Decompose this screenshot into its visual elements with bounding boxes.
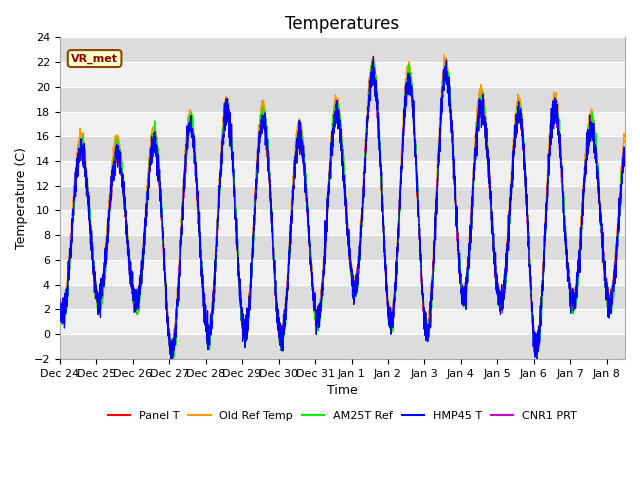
Panel T (56, 296, 63, 302)
AM25T Ref (371, 60, 378, 66)
AM25T Ref (298, 133, 305, 139)
AM25T Ref (604, 300, 611, 306)
Bar (60, 87, 625, 111)
AM25T Ref (324, 196, 332, 202)
CNR1 PRT (442, 63, 449, 69)
Line: Old Ref Temp: Old Ref Temp (60, 55, 624, 348)
HMP45 T (298, 136, 305, 142)
Line: CNR1 PRT: CNR1 PRT (60, 66, 624, 362)
Text: VR_met: VR_met (71, 53, 118, 64)
HMP45 T (369, 53, 377, 59)
Old Ref Temp (604, 284, 611, 290)
HMP45 T (604, 296, 611, 301)
X-axis label: Time: Time (327, 384, 358, 397)
Bar (60, 37, 625, 62)
Y-axis label: Temperature (C): Temperature (C) (15, 147, 28, 249)
Line: AM25T Ref: AM25T Ref (60, 63, 624, 363)
Line: HMP45 T: HMP45 T (60, 56, 624, 361)
HMP45 T (620, 162, 628, 168)
HMP45 T (467, 222, 474, 228)
Legend: Panel T, Old Ref Temp, AM25T Ref, HMP45 T, CNR1 PRT: Panel T, Old Ref Temp, AM25T Ref, HMP45 … (104, 406, 581, 425)
CNR1 PRT (604, 287, 611, 293)
Old Ref Temp (169, 345, 177, 351)
Bar (60, 186, 625, 211)
Panel T (298, 150, 305, 156)
Bar (60, 211, 625, 235)
Panel T (293, 145, 301, 151)
CNR1 PRT (56, 302, 63, 308)
CNR1 PRT (620, 146, 628, 152)
Old Ref Temp (467, 229, 474, 235)
Old Ref Temp (620, 134, 628, 140)
Bar (60, 310, 625, 334)
Old Ref Temp (293, 135, 301, 141)
Bar (60, 62, 625, 87)
AM25T Ref (293, 138, 301, 144)
HMP45 T (324, 189, 332, 195)
Old Ref Temp (298, 122, 305, 128)
HMP45 T (293, 153, 301, 159)
CNR1 PRT (575, 256, 583, 262)
AM25T Ref (467, 240, 474, 245)
HMP45 T (575, 260, 583, 265)
Bar (60, 111, 625, 136)
CNR1 PRT (169, 359, 177, 365)
Line: Panel T: Panel T (60, 63, 624, 360)
Panel T (575, 251, 583, 256)
Panel T (620, 147, 628, 153)
CNR1 PRT (293, 146, 301, 152)
Panel T (324, 205, 332, 211)
Old Ref Temp (56, 299, 63, 304)
Panel T (168, 357, 175, 362)
Old Ref Temp (324, 180, 332, 186)
Bar (60, 136, 625, 161)
Title: Temperatures: Temperatures (285, 15, 399, 33)
AM25T Ref (620, 150, 628, 156)
HMP45 T (168, 359, 176, 364)
AM25T Ref (168, 360, 176, 366)
CNR1 PRT (298, 137, 305, 143)
Bar (60, 161, 625, 186)
CNR1 PRT (324, 199, 332, 204)
Old Ref Temp (440, 52, 448, 58)
Bar (60, 285, 625, 310)
Panel T (604, 293, 611, 299)
AM25T Ref (56, 297, 63, 303)
Bar (60, 235, 625, 260)
Panel T (467, 233, 474, 239)
Bar (60, 260, 625, 285)
Bar (60, 334, 625, 359)
Panel T (442, 60, 450, 66)
AM25T Ref (575, 260, 583, 265)
Old Ref Temp (575, 248, 583, 253)
CNR1 PRT (467, 234, 474, 240)
HMP45 T (56, 303, 63, 309)
